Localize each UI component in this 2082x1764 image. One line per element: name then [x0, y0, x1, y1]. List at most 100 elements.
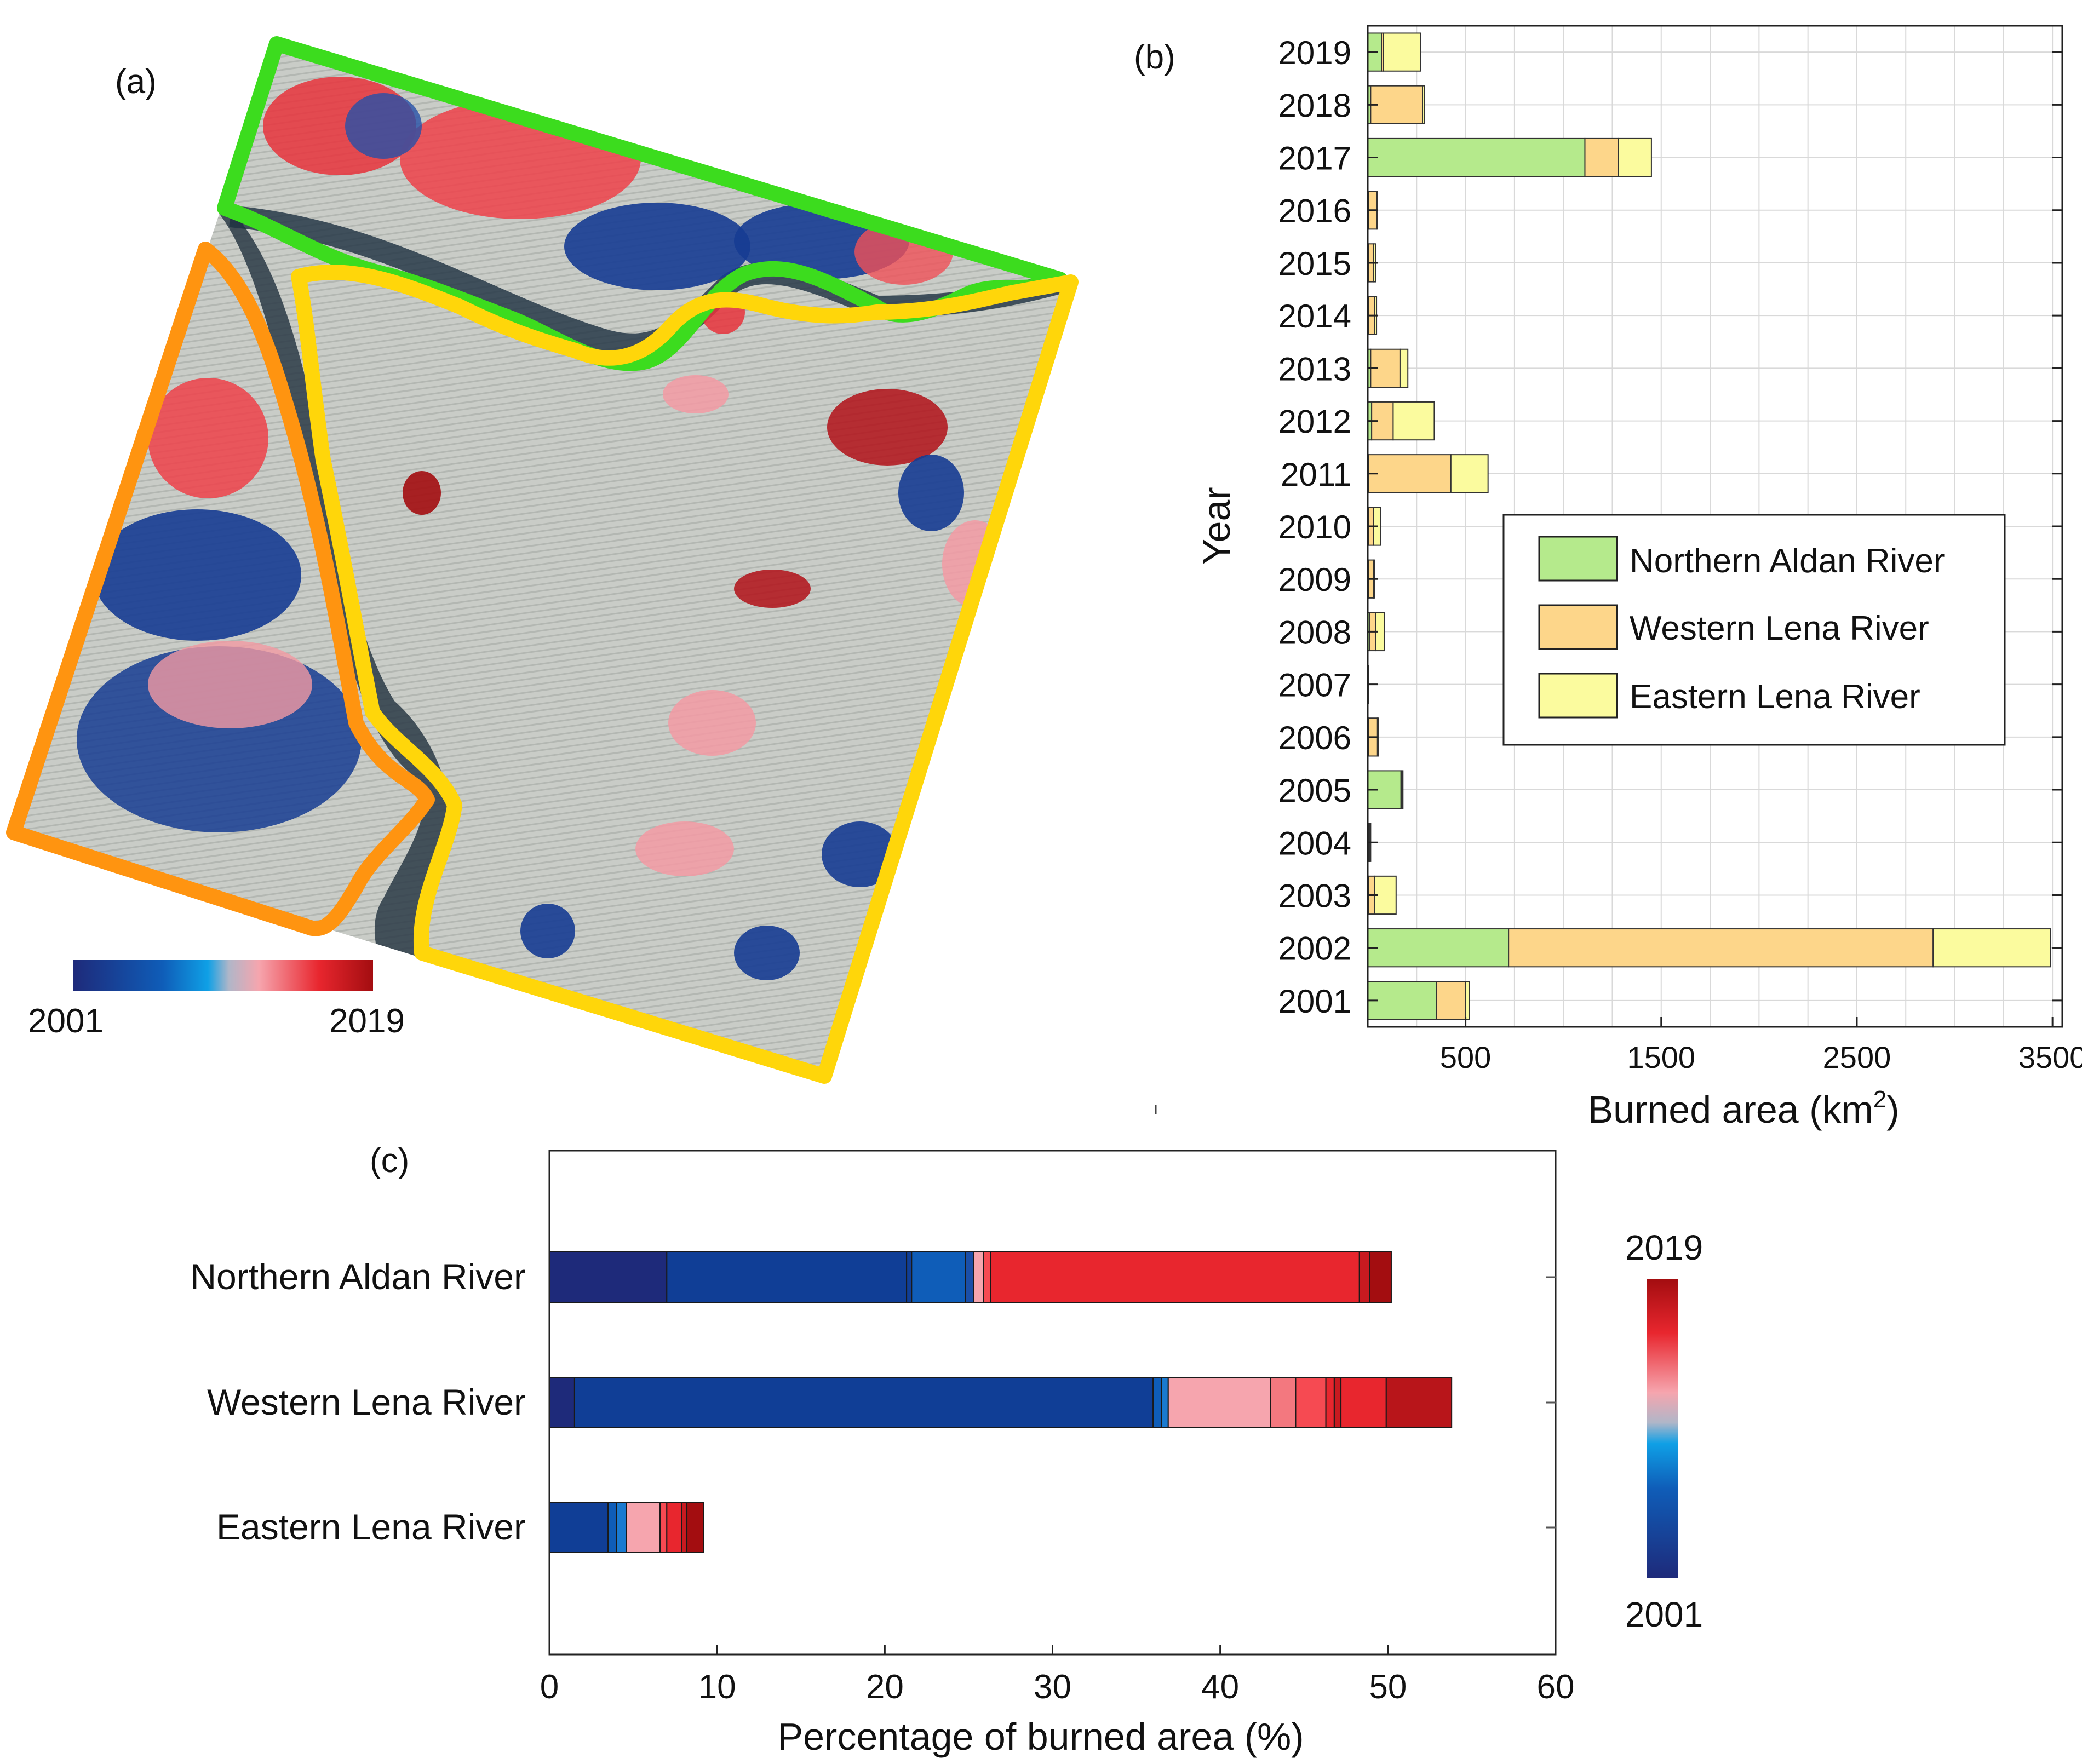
segment-1-1	[573, 1377, 1154, 1428]
segment-0-1	[666, 1251, 908, 1303]
y-tick-label-2014: 2014	[1278, 298, 1351, 335]
burn-patch	[822, 821, 898, 887]
bar-2018-1	[1370, 85, 1424, 124]
y-tick-label-2017: 2017	[1278, 140, 1351, 177]
segment-0-8	[1358, 1251, 1370, 1303]
y-tick-label-2015: 2015	[1278, 245, 1351, 282]
segment-2-0	[549, 1502, 609, 1553]
bar-2005-2	[1401, 770, 1404, 809]
bar-2011-1	[1368, 454, 1452, 493]
y-tick-label-0: Northern Aldan River	[190, 1256, 526, 1297]
y-tick-label-2005: 2005	[1278, 772, 1351, 809]
panel-c-y-tick-labels: Northern Aldan River Western Lena River Ea…	[190, 1256, 1556, 1547]
panel-b-x-axis-label: Burned area (km2)	[1587, 1086, 1899, 1131]
y-tick-label-2001: 2001	[1278, 983, 1351, 1020]
panel-a-map: (a)	[6, 36, 1079, 1084]
y-tick-label-2012: 2012	[1278, 404, 1351, 440]
burn-patch	[564, 203, 750, 290]
segment-0-0	[549, 1251, 668, 1303]
y-tick-label-2002: 2002	[1278, 930, 1351, 967]
y-tick-label-2010: 2010	[1278, 509, 1351, 545]
bar-2018-2	[1422, 85, 1425, 124]
segment-0-2	[906, 1251, 913, 1303]
burn-patch	[148, 641, 312, 728]
burn-patch	[93, 509, 301, 641]
legend-label-eastern: Eastern Lena River	[1630, 678, 1920, 716]
bar-2002-2	[1932, 928, 2051, 968]
segment-0-3	[911, 1251, 966, 1303]
burn-patch	[520, 904, 575, 958]
bar-2001-1	[1436, 981, 1466, 1020]
segment-0-4	[965, 1251, 974, 1303]
segment-0-9	[1369, 1251, 1392, 1303]
segment-0-5	[973, 1251, 984, 1303]
panel-c-chart: (c) Northern Aldan River Western Lena Riv…	[190, 1142, 1703, 1758]
panel-b-legend: Northern Aldan River Western Lena River …	[1502, 514, 2006, 746]
burn-patch	[898, 455, 964, 531]
burn-patch	[668, 690, 756, 756]
western-lena-outline	[6, 242, 435, 936]
satellite-scene	[14, 41, 1071, 1082]
segment-2-3	[626, 1502, 661, 1553]
legend-swatch-eastern	[1538, 673, 1618, 719]
panel-c-label: (c)	[370, 1142, 409, 1180]
panel-b-x-tick-labels: 500 1500 2500 3500	[1440, 1017, 2082, 1075]
bar-2019-2	[1383, 32, 1421, 72]
y-tick-label-2011: 2011	[1281, 456, 1351, 493]
panel-c-bars	[549, 1251, 1453, 1553]
panel-b-y-axis-label: Year	[1195, 487, 1238, 564]
x-tick-label-3500: 3500	[2018, 1040, 2082, 1075]
segment-1-5	[1270, 1377, 1297, 1428]
y-tick-label-2004: 2004	[1278, 825, 1351, 861]
segment-0-6	[983, 1251, 991, 1303]
y-tick-label-2013: 2013	[1278, 350, 1351, 387]
x-tick-label-40: 40	[1201, 1668, 1239, 1706]
bar-2002-1	[1508, 928, 1934, 968]
x-tick-label-10: 10	[698, 1668, 736, 1706]
bar-2001-0	[1367, 981, 1437, 1020]
x-tick-label-1500: 1500	[1627, 1040, 1695, 1075]
map-colorbar-end-label: 2019	[329, 1002, 405, 1040]
bar-2017-2	[1618, 137, 1652, 177]
segment-1-4	[1167, 1377, 1271, 1428]
segment-2-2	[616, 1502, 627, 1553]
y-tick-label-2003: 2003	[1278, 877, 1351, 914]
burn-patch	[734, 570, 811, 608]
y-tick-label-2016: 2016	[1278, 193, 1351, 229]
y-tick-label-2007: 2007	[1278, 667, 1351, 704]
bar-2002-0	[1367, 928, 1510, 968]
segment-1-7	[1325, 1377, 1335, 1428]
panel-c-colorbar-bottom-label: 2001	[1625, 1595, 1703, 1634]
y-tick-label-2019: 2019	[1278, 35, 1351, 71]
y-tick-label-1: Western Lena River	[207, 1382, 526, 1422]
bar-2006-2	[1376, 717, 1379, 757]
segment-2-5	[666, 1502, 682, 1553]
legend-swatch-western	[1538, 604, 1618, 650]
segment-1-9	[1340, 1377, 1387, 1428]
panel-b-chart: (b) 2001 2002 2003 2004 2005 2006 2007 2008 2009…	[1134, 25, 2082, 1131]
panel-c-x-axis-label: Percentage of burned area (%)	[777, 1715, 1304, 1758]
segment-1-6	[1295, 1377, 1327, 1428]
panel-c-colorbar-top-label: 2019	[1625, 1228, 1703, 1267]
map-colorbar-start-label: 2001	[28, 1002, 104, 1040]
y-tick-label-2018: 2018	[1278, 87, 1351, 124]
legend-swatch-northern	[1538, 536, 1618, 582]
burn-patch	[734, 926, 800, 980]
bar-2001-2	[1465, 981, 1470, 1020]
segment-1-2	[1152, 1377, 1162, 1428]
y-tick-label-2006: 2006	[1278, 720, 1351, 756]
x-tick-label-20: 20	[866, 1668, 904, 1706]
panel-b-y-tick-labels: 2001 2002 2003 2004 2005 2006 2007 2008 2009 2010…	[1278, 35, 2062, 1020]
burn-patch	[635, 821, 734, 876]
burn-patch	[148, 378, 268, 498]
x-tick-label-50: 50	[1369, 1668, 1407, 1706]
y-tick-label-2008: 2008	[1278, 614, 1351, 651]
bar-2017-1	[1584, 137, 1619, 177]
bar-2011-2	[1450, 454, 1489, 493]
y-tick-label-2: Eastern Lena River	[216, 1507, 526, 1547]
segment-2-1	[607, 1502, 617, 1553]
segment-2-7	[686, 1502, 704, 1553]
burn-patch	[403, 471, 441, 515]
segment-1-10	[1385, 1377, 1453, 1428]
